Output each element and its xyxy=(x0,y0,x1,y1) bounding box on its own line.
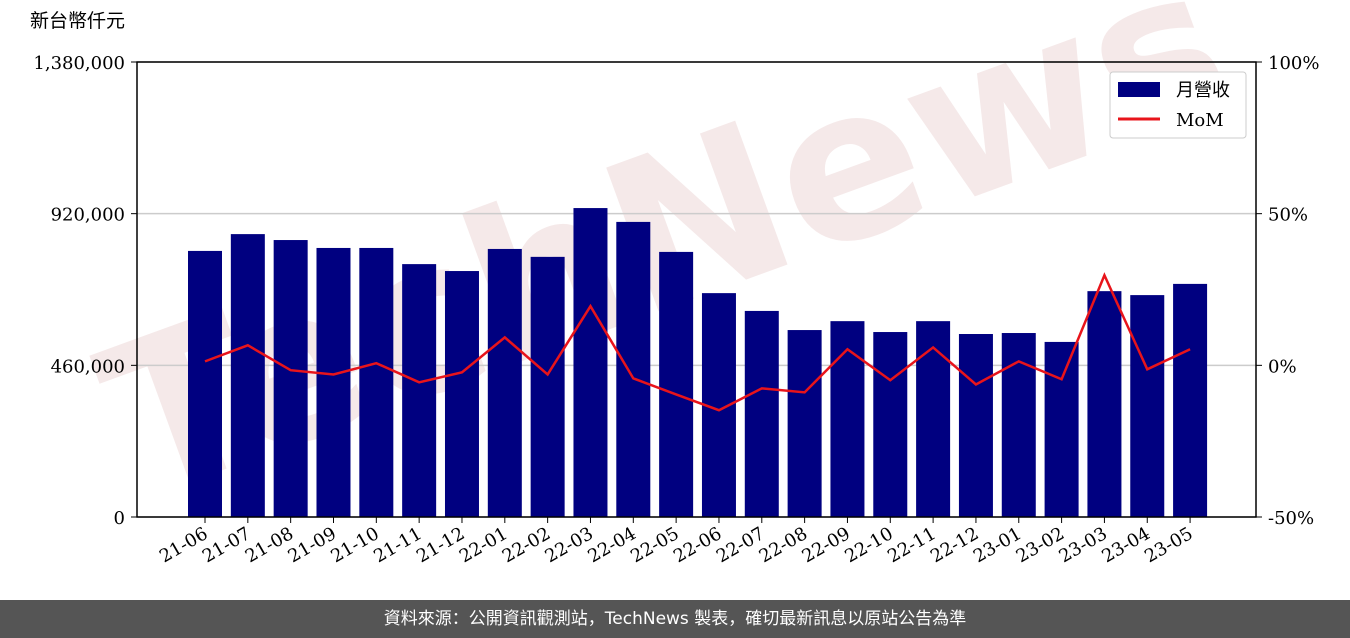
x-tick-label: 23-03 xyxy=(1055,523,1110,567)
x-tick-label: 21-09 xyxy=(285,523,340,567)
y-tick-label: 0 xyxy=(114,508,125,529)
line xyxy=(204,272,1191,412)
bar xyxy=(444,271,479,517)
x-tick-label: 22-09 xyxy=(799,523,854,567)
y-tick-label: 920,000 xyxy=(51,205,125,226)
x-tick-label: 21-10 xyxy=(327,523,382,567)
bar xyxy=(316,247,351,517)
x-tick-label: 22-11 xyxy=(884,523,939,567)
y-tick-label: 460,000 xyxy=(51,356,125,377)
bar xyxy=(830,321,865,517)
x-tick-label: 23-02 xyxy=(1013,523,1068,567)
y2-tick-label: 50% xyxy=(1268,205,1308,226)
legend: 月營收 MoM xyxy=(1109,71,1247,139)
x-tick-label: 21-07 xyxy=(199,523,254,567)
bar xyxy=(744,310,779,517)
legend-swatch xyxy=(1118,82,1160,97)
bar xyxy=(402,264,437,517)
bar xyxy=(1173,283,1208,517)
legend-label: 月營收 xyxy=(1176,80,1230,101)
bar xyxy=(787,330,822,517)
bar xyxy=(530,256,565,517)
bar xyxy=(230,234,265,517)
bar xyxy=(1087,291,1122,517)
bar xyxy=(573,208,608,518)
y2-tick-label: 0% xyxy=(1268,356,1297,377)
x-tick-label: 22-03 xyxy=(542,523,597,567)
plot-frame xyxy=(136,61,1257,518)
x-tick-label: 21-12 xyxy=(413,523,468,567)
bar xyxy=(487,248,522,517)
x-tick-label: 22-01 xyxy=(456,523,511,567)
y-tick-label: 1,380,000 xyxy=(33,53,125,74)
bar xyxy=(916,321,951,517)
bar xyxy=(359,247,394,517)
x-tick-label: 22-10 xyxy=(841,523,896,567)
bar xyxy=(659,251,694,518)
bar xyxy=(188,250,222,517)
bar xyxy=(873,332,908,517)
x-tick-label: 21-11 xyxy=(370,523,425,567)
y-axis-title: 新台幣仟元 xyxy=(30,10,125,32)
x-tick-label: 22-06 xyxy=(670,523,725,567)
x-tick-label: 22-05 xyxy=(627,523,682,567)
x-tick-label: 22-07 xyxy=(713,523,768,567)
x-tick-label: 22-02 xyxy=(499,523,554,567)
bar xyxy=(958,334,993,517)
x-tick-label: 23-04 xyxy=(1098,523,1153,567)
x-tick-label: 22-08 xyxy=(756,523,811,567)
chart: TechNews 新台幣仟元 0460,000920,0001,380,000-… xyxy=(30,0,1319,567)
x-tick-label: 23-01 xyxy=(970,523,1025,567)
y2-tick-label: -50% xyxy=(1268,508,1314,529)
bar xyxy=(273,240,308,518)
footer: 資料來源：公開資訊觀測站，TechNews 製表，確切最新訊息以原站公告為準 xyxy=(0,600,1350,638)
bar xyxy=(616,221,651,517)
x-tick-label: 21-08 xyxy=(242,523,297,567)
x-tick-label: 22-04 xyxy=(584,523,639,567)
bar xyxy=(1044,341,1079,517)
x-tick-label: 22-12 xyxy=(927,523,982,567)
bar xyxy=(1130,295,1165,517)
x-tick-label: 23-05 xyxy=(1141,523,1196,567)
legend-label: MoM xyxy=(1176,110,1224,131)
bar xyxy=(1001,333,1036,517)
y2-tick-label: 100% xyxy=(1268,53,1319,74)
